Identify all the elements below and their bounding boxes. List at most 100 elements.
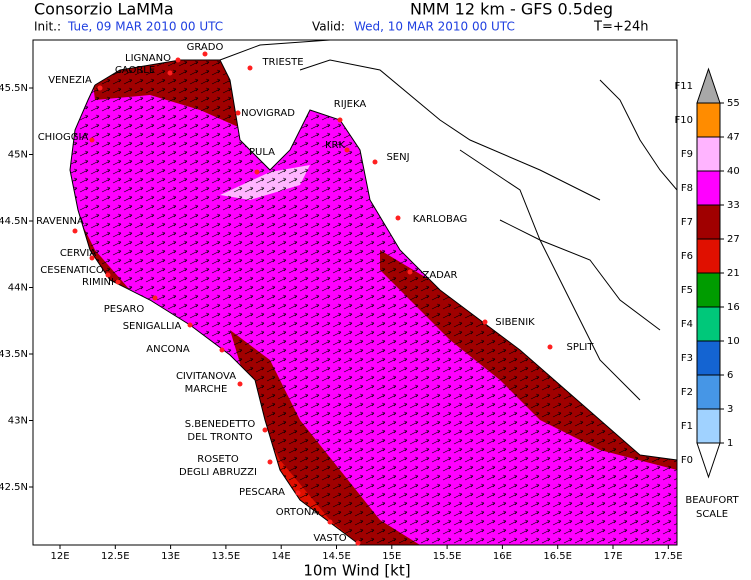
wind-barb <box>618 483 628 490</box>
lat-tick-label: 42.5N <box>0 482 28 493</box>
wind-barb <box>376 276 386 283</box>
wind-barb <box>343 528 353 535</box>
wind-barb <box>354 501 364 508</box>
wind-barb <box>123 276 133 283</box>
wind-barb <box>156 132 166 139</box>
wind-barb <box>475 456 485 463</box>
wind-barb <box>277 438 287 445</box>
wind-barb <box>541 528 551 535</box>
wind-barb <box>431 537 441 544</box>
wind-barb <box>464 357 474 364</box>
wind-barb <box>387 357 397 364</box>
wind-barb <box>178 141 188 148</box>
wind-barb <box>90 141 100 148</box>
wind-barb <box>101 240 111 247</box>
wind-barb <box>266 195 276 202</box>
wind-barb <box>354 519 364 526</box>
wind-barb <box>134 249 144 256</box>
colorbar-label: 1 <box>727 438 733 449</box>
city-dot <box>115 279 121 285</box>
wind-barb <box>343 384 353 391</box>
wind-barb <box>453 447 463 454</box>
wind-barb <box>365 276 375 283</box>
wind-barb <box>255 366 265 373</box>
wind-barb <box>266 267 276 274</box>
wind-barb <box>299 168 309 175</box>
wind-barb <box>552 411 562 418</box>
wind-barb <box>552 519 562 526</box>
wind-barb <box>464 465 474 472</box>
wind-barb <box>90 150 100 157</box>
wind-barb <box>486 429 496 436</box>
wind-barb <box>398 438 408 445</box>
wind-barb <box>508 528 518 535</box>
wind-barb <box>486 357 496 364</box>
wind-barb <box>409 492 419 499</box>
wind-barb <box>211 177 221 184</box>
colorbar-label: 33 <box>727 200 740 211</box>
wind-barb <box>563 492 573 499</box>
wind-barb <box>266 294 276 301</box>
city-label: KRK <box>325 140 346 151</box>
wind-barb <box>255 357 265 364</box>
wind-barb <box>343 357 353 364</box>
wind-barb <box>475 411 485 418</box>
wind-barb <box>365 483 375 490</box>
wind-barb <box>376 375 386 382</box>
wind-barb <box>266 222 276 229</box>
wind-barb <box>420 537 430 544</box>
wind-barb <box>211 258 221 265</box>
wind-barb <box>244 231 254 238</box>
wind-barb <box>145 258 155 265</box>
wind-barb <box>167 78 177 85</box>
wind-barb <box>266 285 276 292</box>
wind-barb <box>343 141 353 148</box>
wind-barb <box>145 141 155 148</box>
wind-barb <box>431 312 441 319</box>
beaufort-force: F4 <box>681 319 693 330</box>
wind-barb <box>310 258 320 265</box>
wind-barb <box>189 87 199 94</box>
wind-barb <box>310 339 320 346</box>
wind-barb <box>365 321 375 328</box>
wind-barb <box>585 492 595 499</box>
city-label: TRIESTE <box>261 57 303 68</box>
wind-barb <box>145 213 155 220</box>
wind-barb <box>409 294 419 301</box>
wind-barb <box>497 402 507 409</box>
wind-barb <box>222 132 232 139</box>
wind-barb <box>222 105 232 112</box>
wind-barb <box>519 465 529 472</box>
wind-barb <box>640 528 650 535</box>
wind-barb <box>266 375 276 382</box>
wind-barb <box>387 447 397 454</box>
lon-tick-label: 16E <box>493 551 512 562</box>
wind-barb <box>343 483 353 490</box>
wind-barb <box>618 465 628 472</box>
wind-barb <box>574 456 584 463</box>
wind-barb <box>244 339 254 346</box>
city-dot <box>202 51 208 57</box>
wind-barb <box>563 519 573 526</box>
colorbar-segment <box>696 408 721 444</box>
wind-barb <box>475 501 485 508</box>
city-dot <box>167 70 173 76</box>
wind-barb <box>277 285 287 292</box>
wind-barb <box>134 168 144 175</box>
wind-barb <box>112 105 122 112</box>
wind-barb <box>387 483 397 490</box>
city-dot <box>344 147 350 153</box>
city-dot <box>247 65 253 71</box>
wind-barb <box>387 519 397 526</box>
wind-barb <box>277 168 287 175</box>
wind-barb <box>244 321 254 328</box>
wind-barb <box>321 438 331 445</box>
wind-barb <box>508 456 518 463</box>
wind-barb <box>332 393 342 400</box>
wind-barb <box>90 195 100 202</box>
wind-barb <box>233 249 243 256</box>
wind-barb <box>662 501 672 508</box>
wind-barb <box>299 366 309 373</box>
wind-barb <box>464 348 474 355</box>
wind-barb <box>431 384 441 391</box>
